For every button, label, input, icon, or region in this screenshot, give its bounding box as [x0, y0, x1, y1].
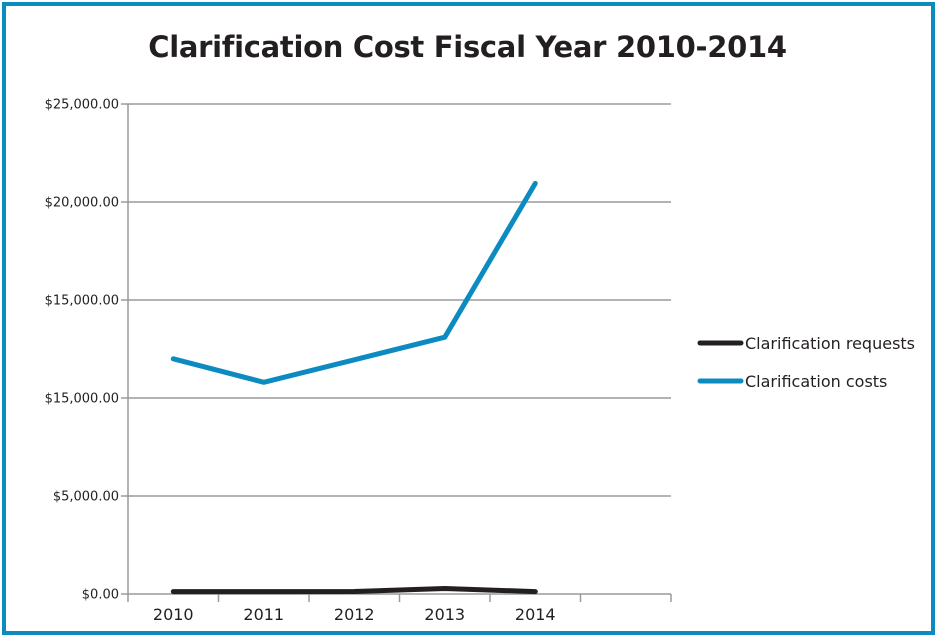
y-tick-label: $15,000.00 [45, 392, 119, 407]
chart-title: Clarification Cost Fiscal Year 2010-2014 [148, 30, 787, 64]
y-tick-label: $0.00 [82, 588, 119, 603]
legend-label: Clarification costs [745, 372, 887, 391]
x-tick-label: 2014 [515, 605, 556, 624]
x-tick-label: 2012 [334, 605, 375, 624]
series-line-costs [170, 180, 538, 385]
y-tick-label: $5,000.00 [53, 490, 119, 505]
legend-label: Clarification requests [745, 334, 915, 353]
y-tick-label: $15,000.00 [45, 294, 119, 309]
x-tick-label: 2013 [424, 605, 465, 624]
y-tick-label: $20,000.00 [45, 196, 119, 211]
y-tick-label: $25,000.00 [45, 98, 119, 113]
x-tick-label: 2010 [153, 605, 194, 624]
x-tick-label: 2011 [243, 605, 284, 624]
series-line-requests [170, 586, 538, 595]
